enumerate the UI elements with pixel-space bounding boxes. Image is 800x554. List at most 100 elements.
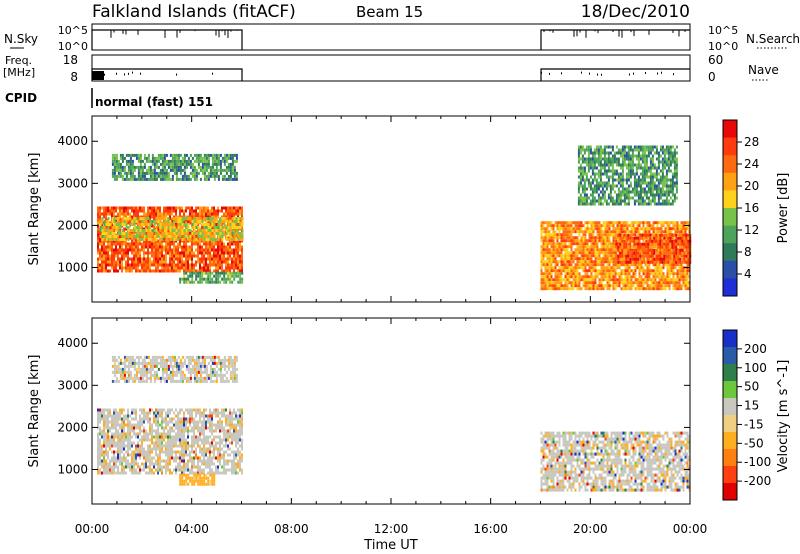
echo-cell xyxy=(225,263,227,267)
echo-cell xyxy=(203,263,205,267)
echo-cell xyxy=(601,196,604,200)
echo-cell xyxy=(581,169,584,173)
echo-cell xyxy=(185,206,187,210)
echo-cell xyxy=(641,160,644,164)
echo-cell xyxy=(610,248,613,252)
echo-cell xyxy=(548,281,551,285)
echo-cell xyxy=(165,162,168,166)
echo-cell xyxy=(201,229,204,232)
echo-cell xyxy=(540,224,543,228)
echo-cell xyxy=(653,251,656,255)
echo-cell xyxy=(577,148,580,152)
echo-cell xyxy=(632,281,635,285)
echo-cell xyxy=(606,245,609,249)
echo-cell xyxy=(161,242,163,246)
echo-cell xyxy=(603,166,606,170)
echo-cell xyxy=(641,196,644,200)
echo-cell xyxy=(221,174,224,178)
echo-cell xyxy=(231,229,234,232)
echo-cell xyxy=(581,157,584,161)
echo-cell xyxy=(663,233,666,237)
echo-cell xyxy=(546,242,549,246)
echo-cell xyxy=(615,202,618,206)
echo-cell xyxy=(662,287,665,291)
freq-speck xyxy=(212,72,213,75)
echo-cell xyxy=(643,151,646,155)
echo-cell xyxy=(625,178,628,182)
echo-cell xyxy=(149,266,151,270)
echo-cell xyxy=(213,174,216,178)
echo-cell xyxy=(171,248,173,252)
echo-cell xyxy=(183,217,186,220)
echo-cell xyxy=(668,224,671,228)
echo-cell xyxy=(621,242,624,246)
echo-cell xyxy=(239,280,242,284)
echo-cell xyxy=(195,206,197,210)
echo-cell xyxy=(237,226,240,229)
echo-cell xyxy=(599,169,602,173)
echo-cell xyxy=(195,248,197,252)
echo-cell xyxy=(615,169,618,173)
echo-cell xyxy=(642,269,645,273)
echo-cell xyxy=(627,154,630,158)
echo-cell xyxy=(229,206,231,210)
echo-cell xyxy=(631,148,634,152)
echo-cell xyxy=(195,238,198,241)
echo-cell xyxy=(175,238,178,241)
echo-cell xyxy=(193,238,196,241)
echo-cell xyxy=(577,202,580,206)
echo-cell xyxy=(554,287,557,291)
echo-cell xyxy=(215,271,218,275)
echo-cell xyxy=(159,206,161,210)
echo-cell xyxy=(660,236,663,240)
echo-cell xyxy=(159,223,162,226)
echo-cell xyxy=(649,236,652,240)
echo-cell xyxy=(590,242,593,246)
echo-cell xyxy=(159,242,161,246)
echo-cell xyxy=(647,254,650,258)
echo-cell xyxy=(607,154,610,158)
echo-cell xyxy=(627,257,630,261)
echo-cell xyxy=(599,151,602,155)
echo-cell xyxy=(113,223,116,226)
echo-cell xyxy=(605,169,608,173)
echo-cell xyxy=(139,165,142,169)
echo-cell xyxy=(609,196,612,200)
echo-cell xyxy=(620,281,623,285)
echo-cell xyxy=(111,238,114,241)
nsearch-tick-bottom: 10^0 xyxy=(708,40,738,53)
echo-cell xyxy=(219,266,221,270)
echo-cell xyxy=(107,238,110,241)
echo-cell xyxy=(199,260,201,264)
echo-cell xyxy=(99,235,102,238)
echo-cell xyxy=(554,230,557,234)
echo-cell xyxy=(597,163,600,167)
echo-cell xyxy=(548,272,551,276)
echo-cell xyxy=(592,227,595,231)
echo-cell xyxy=(638,230,641,234)
echo-cell xyxy=(229,235,232,238)
echo-cell xyxy=(602,221,605,225)
echo-cell xyxy=(579,166,582,170)
echo-cell xyxy=(671,251,674,255)
echo-cell xyxy=(649,260,652,264)
echo-cell xyxy=(596,236,599,240)
echo-cell xyxy=(619,154,622,158)
echo-cell xyxy=(163,235,166,238)
echo-cell xyxy=(615,178,618,182)
echo-cell xyxy=(217,229,220,232)
echo-cell xyxy=(598,254,601,258)
echo-cell xyxy=(209,212,211,216)
echo-cell xyxy=(657,239,660,243)
echo-cell xyxy=(588,251,591,255)
echo-cell xyxy=(205,177,208,181)
echo-cell xyxy=(552,254,555,258)
echo-cell xyxy=(165,168,168,172)
echo-cell xyxy=(608,272,611,276)
echo-cell xyxy=(656,227,659,231)
echo-cell xyxy=(111,232,114,235)
echo-cell xyxy=(191,232,194,235)
echo-cell xyxy=(155,220,158,223)
echo-cell xyxy=(657,202,660,206)
echo-cell xyxy=(653,175,656,179)
